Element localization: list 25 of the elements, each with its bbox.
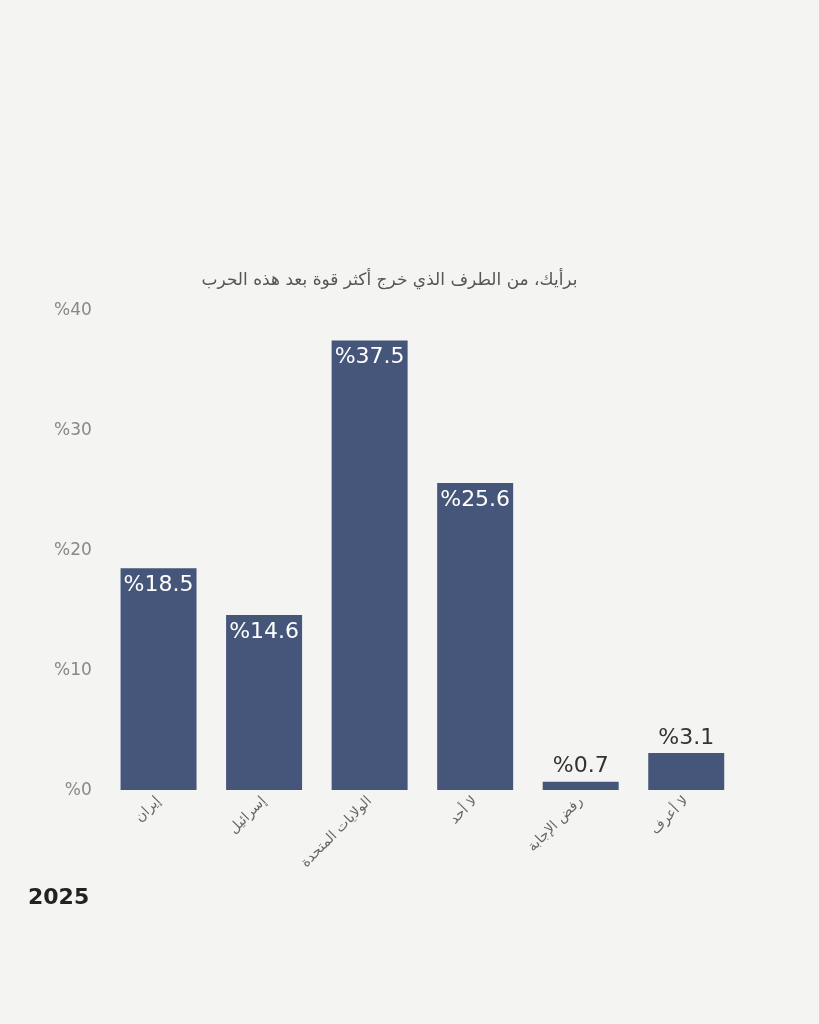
data-label: %3.1: [658, 723, 715, 749]
y-tick-label: %20: [53, 538, 92, 559]
x-tick-label: لا أحد: [444, 791, 480, 827]
data-label: %0.7: [552, 752, 609, 778]
bar: [648, 752, 725, 791]
x-tick-label: لا أعرف: [645, 791, 692, 838]
y-tick-label: %40: [53, 298, 92, 319]
bar: [120, 568, 197, 791]
x-tick-label: إيران: [130, 792, 165, 826]
text: 2025: [28, 884, 90, 909]
data-label: %14.6: [229, 617, 300, 643]
data-label: %37.5: [334, 343, 405, 369]
x-tick-label: إسرائيل: [224, 792, 270, 837]
y-tick-label: %10: [53, 658, 92, 679]
chart-title: برأيك، من الطرف الذي خرج أكثر قوة بعد هذه الحرب: [201, 267, 578, 290]
bar: [437, 483, 514, 791]
x-tick-label: رفض الإجابة: [523, 792, 587, 855]
bar: [542, 781, 619, 791]
y-tick-label: %0: [64, 778, 92, 799]
bar: [331, 340, 408, 791]
x-tick-label: الولايات المتحدة: [296, 792, 376, 871]
bar: [226, 615, 303, 791]
y-tick-label: %30: [53, 418, 92, 439]
data-label: %25.6: [440, 485, 511, 511]
data-label: %18.5: [123, 570, 194, 596]
